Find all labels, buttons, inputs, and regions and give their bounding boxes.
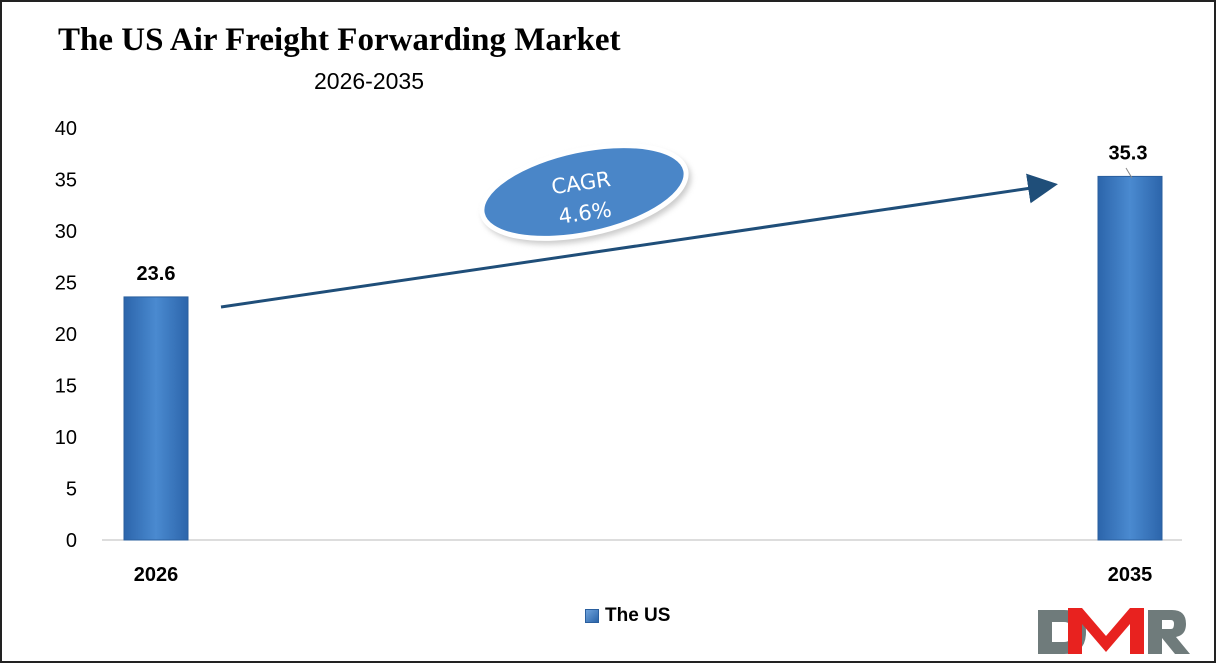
legend-swatch [585,609,599,623]
y-tick-label: 5 [66,479,77,501]
y-tick-label: 0 [66,530,77,552]
y-tick-label: 25 [55,273,77,295]
bar-2026 [123,296,189,541]
y-tick-label: 20 [55,324,77,346]
y-tick-label: 10 [55,427,77,449]
y-tick-label: 40 [55,118,77,140]
x-tick-label: 2035 [1108,564,1153,586]
legend-label: The US [605,605,671,626]
x-tick-label: 2026 [134,564,179,586]
cagr-arrow [220,173,1058,309]
y-tick-label: 15 [55,376,77,398]
y-tick-label: 30 [55,221,77,243]
data-label: 35.3 [1109,142,1148,164]
label-leader-line [1125,167,1133,179]
dmr-logo [1038,608,1190,654]
cagr-ellipse [479,143,689,241]
chart-title: The US Air Freight Forwarding Market [58,22,621,58]
bar-2035 [1097,175,1163,541]
chart-subtitle: 2026-2035 [314,68,424,94]
legend: The US [585,605,670,627]
y-tick-label: 35 [55,170,77,192]
data-label: 23.6 [137,263,176,285]
